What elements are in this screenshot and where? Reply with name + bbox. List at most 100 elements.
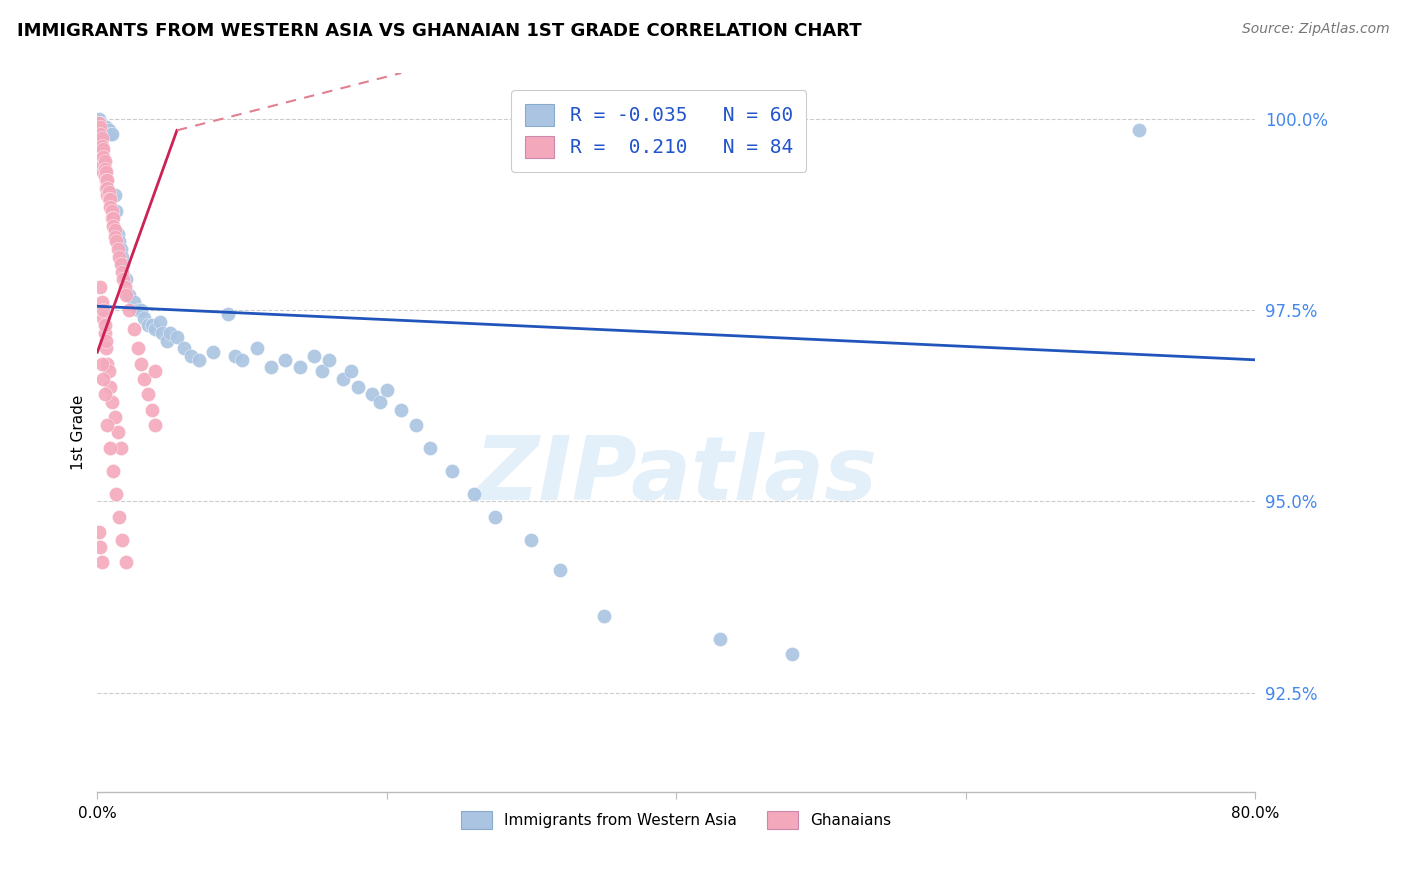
Point [110, 242, 132, 256]
Point [96, 188, 118, 202]
Point [463, 486, 485, 500]
Point [91, 310, 114, 325]
Point [100, 192, 122, 206]
Point [375, 384, 398, 398]
Point [94, 334, 117, 348]
Point [311, 364, 333, 378]
Point [93, 318, 115, 333]
Point [419, 441, 441, 455]
Text: Source: ZipAtlas.com: Source: ZipAtlas.com [1241, 22, 1389, 37]
Point [103, 464, 125, 478]
Point [103, 211, 125, 226]
Point [780, 648, 803, 662]
Point [520, 533, 543, 547]
Point [127, 303, 149, 318]
Point [709, 632, 731, 646]
Point [389, 402, 412, 417]
Point [274, 352, 297, 367]
Text: 0.0%: 0.0% [77, 806, 117, 822]
Point [93, 161, 115, 176]
Point [115, 287, 138, 301]
Point [217, 307, 239, 321]
Point [156, 334, 179, 348]
Point [97, 185, 120, 199]
Point [87, 146, 110, 161]
Point [180, 349, 202, 363]
Point [93, 169, 115, 184]
Point [87, 131, 110, 145]
Point [110, 257, 132, 271]
Point [104, 230, 127, 244]
Text: 80.0%: 80.0% [1230, 806, 1279, 822]
Point [89, 158, 111, 172]
Point [173, 342, 195, 356]
Point [108, 250, 131, 264]
Point [202, 345, 225, 359]
Point [107, 227, 129, 241]
Point [91, 158, 114, 172]
Point [90, 138, 112, 153]
Point [148, 314, 170, 328]
Point [89, 116, 111, 130]
Point [90, 131, 112, 145]
Point [94, 342, 117, 356]
Point [114, 280, 136, 294]
Point [136, 318, 159, 333]
Point [592, 609, 614, 624]
Legend: Immigrants from Western Asia, Ghanaians: Immigrants from Western Asia, Ghanaians [456, 805, 897, 835]
Point [152, 326, 174, 340]
Point [104, 223, 127, 237]
Point [89, 280, 111, 294]
Point [141, 318, 163, 333]
Point [107, 425, 129, 440]
Point [231, 352, 253, 367]
Point [87, 138, 110, 153]
Point [101, 203, 124, 218]
Point [93, 153, 115, 168]
Point [339, 364, 361, 378]
Point [93, 326, 115, 340]
Point [97, 192, 120, 206]
Point [108, 509, 131, 524]
Point [101, 127, 124, 141]
Point [91, 150, 114, 164]
Point [90, 556, 112, 570]
Point [132, 310, 155, 325]
Y-axis label: 1st Grade: 1st Grade [72, 395, 86, 470]
Point [127, 342, 149, 356]
Point [108, 234, 131, 248]
Point [89, 120, 111, 134]
Point [91, 303, 114, 318]
Point [91, 165, 114, 179]
Point [159, 326, 181, 340]
Point [115, 556, 138, 570]
Point [103, 219, 125, 233]
Point [97, 364, 120, 378]
Point [100, 379, 122, 393]
Point [112, 272, 135, 286]
Point [94, 165, 117, 179]
Point [94, 180, 117, 194]
Point [93, 387, 115, 401]
Point [87, 524, 110, 539]
Point [89, 135, 111, 149]
Point [550, 563, 572, 577]
Point [122, 322, 145, 336]
Point [318, 352, 340, 367]
Point [90, 161, 112, 176]
Point [1128, 123, 1150, 137]
Point [132, 372, 155, 386]
Point [89, 127, 111, 141]
Point [118, 287, 141, 301]
Point [96, 417, 118, 432]
Point [129, 303, 152, 318]
Point [101, 211, 124, 226]
Point [91, 120, 114, 134]
Point [91, 143, 114, 157]
Point [118, 303, 141, 318]
Point [141, 402, 163, 417]
Point [94, 173, 117, 187]
Point [260, 360, 283, 375]
Point [96, 180, 118, 194]
Point [87, 123, 110, 137]
